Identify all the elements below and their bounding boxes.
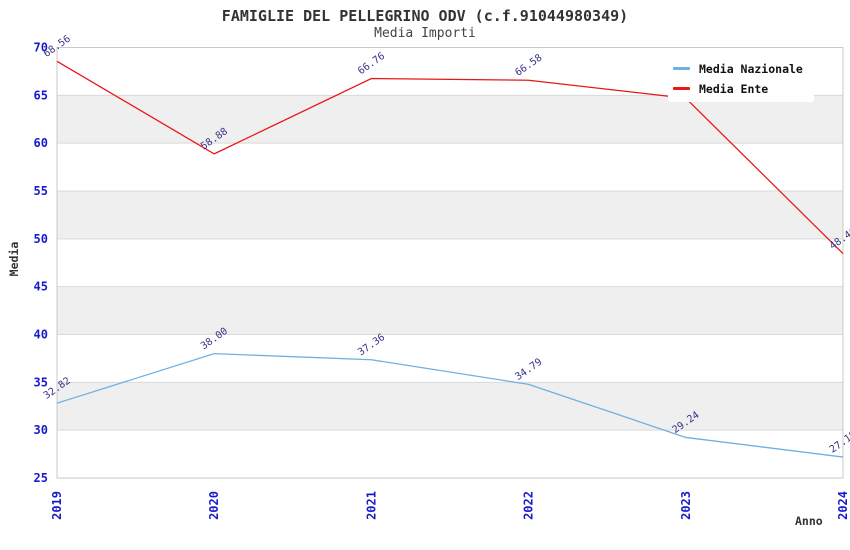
x-tick-label: 2023 xyxy=(679,491,693,520)
point-label: 34.79 xyxy=(513,357,544,383)
legend-label: Media Ente xyxy=(699,81,769,96)
band xyxy=(57,286,843,335)
y-tick-label: 30 xyxy=(34,423,48,437)
x-tick-label: 2024 xyxy=(836,491,850,520)
point-label: 66.58 xyxy=(513,52,544,78)
band xyxy=(57,95,843,144)
y-tick-label: 55 xyxy=(34,184,48,198)
point-label: 37.36 xyxy=(356,332,387,358)
x-tick-label: 2022 xyxy=(522,491,536,520)
y-axis-label: Media xyxy=(7,241,21,277)
band xyxy=(57,191,843,239)
y-tick-label: 45 xyxy=(34,280,48,294)
point-label: 66.76 xyxy=(356,51,387,77)
chart-title: FAMIGLIE DEL PELLEGRINO ODV (c.f.9104498… xyxy=(221,7,629,25)
red-line-swatch-icon xyxy=(673,87,690,90)
x-tick-label: 2019 xyxy=(50,491,64,520)
y-tick-label: 25 xyxy=(34,471,48,485)
plot-frame xyxy=(56,47,844,479)
y-tick-label: 65 xyxy=(34,88,48,102)
y-tick-label: 40 xyxy=(34,328,48,342)
x-tick-label: 2021 xyxy=(364,491,378,520)
blue-line-swatch-icon xyxy=(673,67,690,70)
y-tick-label: 70 xyxy=(34,41,48,55)
y-tick-label: 60 xyxy=(34,136,48,150)
legend-label: Media Nazionale xyxy=(699,61,803,76)
legend-box: Media Nazionale Media Ente xyxy=(668,55,814,102)
legend-item-media-nazionale: Media Nazionale xyxy=(673,62,814,76)
series-line-media-ente xyxy=(56,60,844,255)
y-tick-label: 35 xyxy=(34,375,48,389)
y-tick-label: 50 xyxy=(34,232,48,246)
x-axis-label: Anno xyxy=(795,514,823,528)
legend-item-media-ente: Media Ente xyxy=(673,82,814,96)
x-tick-label: 2020 xyxy=(207,491,221,520)
series-line-media-nazionale xyxy=(56,352,844,458)
point-label: 27.19 xyxy=(828,429,850,455)
chart-subtitle: Media Importi xyxy=(374,26,476,41)
band xyxy=(57,382,843,431)
